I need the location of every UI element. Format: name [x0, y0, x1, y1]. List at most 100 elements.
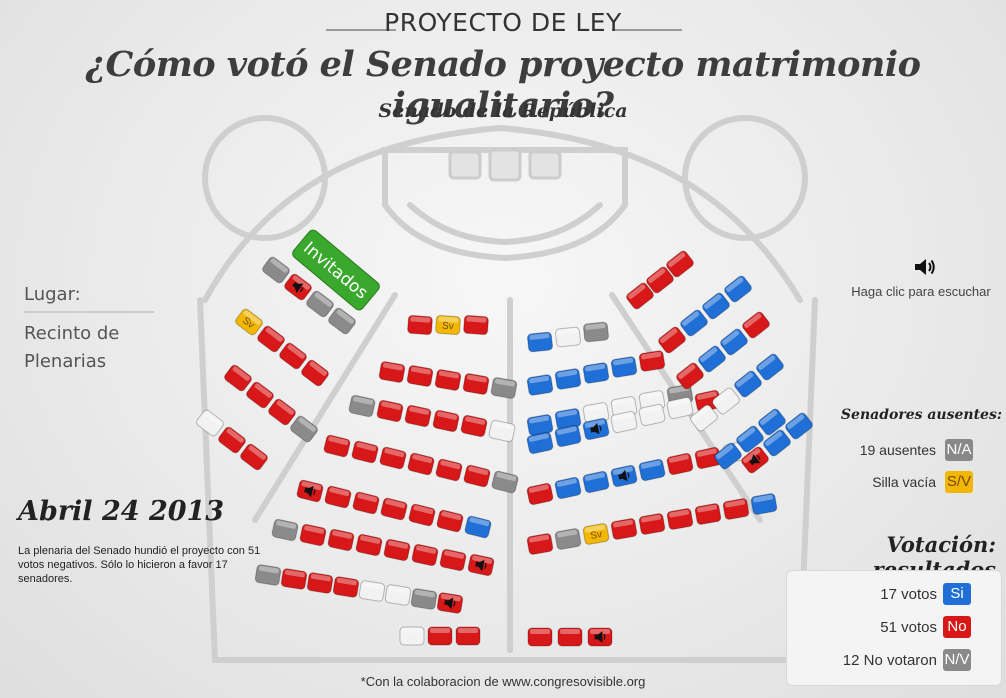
- seat: [638, 458, 666, 482]
- seat: [526, 482, 554, 506]
- seat: [436, 509, 464, 533]
- kicker-rule-right: [612, 29, 682, 31]
- speaker-icon: [618, 469, 630, 482]
- seat: [379, 446, 407, 470]
- seat: [610, 356, 638, 378]
- seat[interactable]: [283, 273, 313, 302]
- seat: [554, 528, 582, 550]
- seat: [323, 434, 351, 458]
- seat: [736, 425, 764, 453]
- seat: [666, 452, 694, 476]
- seat: [582, 402, 610, 424]
- seat: [384, 584, 412, 606]
- seat: [351, 440, 379, 464]
- invited-block: Invitados: [292, 229, 380, 311]
- seat: [301, 359, 329, 387]
- seat: [407, 452, 435, 476]
- seat[interactable]: [587, 627, 613, 647]
- seat: [490, 377, 518, 399]
- seat: [734, 370, 762, 398]
- badge-nv: N/V: [943, 649, 971, 671]
- speaker-icon[interactable]: [914, 258, 936, 276]
- speaker-icon: [444, 597, 456, 610]
- page-subtitle: Senado de la República: [378, 100, 628, 122]
- seat: [427, 626, 453, 646]
- badge-no: No: [943, 616, 971, 638]
- seat: [758, 408, 786, 436]
- seat: [583, 321, 609, 343]
- seat: [722, 498, 750, 520]
- seat: [694, 446, 722, 470]
- seat: [658, 326, 686, 354]
- listen-label[interactable]: Haga clic para escuchar: [851, 284, 991, 299]
- kicker-rule-left: [326, 29, 396, 31]
- place-label: Lugar:: [24, 284, 81, 305]
- seat[interactable]: [582, 417, 610, 441]
- seat: [750, 493, 778, 515]
- seat: [626, 282, 654, 310]
- place-divider: [24, 311, 154, 313]
- seat: [756, 353, 784, 381]
- seat: [306, 572, 334, 594]
- absent-count: 19 ausentes: [859, 442, 936, 458]
- page-title: ¿Cómo votó el Senado proyecto matrimonio…: [85, 44, 921, 126]
- seat: Sv: [582, 523, 610, 545]
- seat: [327, 528, 355, 552]
- seat[interactable]: [467, 553, 495, 577]
- seat: [455, 626, 481, 646]
- seat[interactable]: [436, 592, 464, 614]
- seat: [411, 543, 439, 567]
- seat: [271, 518, 299, 542]
- vote-description: La plenaria del Senado hundió el proyect…: [18, 545, 261, 585]
- seat: [666, 396, 694, 420]
- seat: [262, 256, 290, 284]
- seat: [246, 381, 274, 409]
- seat: [526, 374, 554, 396]
- seat: [224, 364, 252, 392]
- seat: [690, 404, 718, 432]
- seat: [408, 503, 436, 527]
- credit-note: *Con la colaboracion de www.congresovisi…: [360, 674, 646, 689]
- seat: [462, 373, 490, 395]
- seat: [610, 410, 638, 434]
- seat: [348, 394, 376, 418]
- seat: [698, 345, 726, 373]
- seat: [638, 350, 666, 372]
- seat: [676, 362, 704, 390]
- seat: [324, 485, 352, 509]
- seat: [460, 414, 488, 438]
- seat: [526, 431, 554, 455]
- seat[interactable]: [610, 464, 638, 488]
- speaker-icon: [749, 453, 761, 466]
- seat: [399, 626, 425, 646]
- seat: [555, 326, 581, 348]
- place-value: Recinto de Plenarias: [24, 323, 120, 372]
- seat: [638, 403, 666, 427]
- seat: [638, 513, 666, 535]
- seat: [702, 292, 730, 320]
- seat-sv-label: Sv: [442, 321, 454, 333]
- seat: [488, 419, 516, 443]
- seat: [279, 342, 307, 370]
- seat: [582, 470, 610, 494]
- result-no-count: 51 votos: [880, 619, 937, 636]
- absent-title: Senadores ausentes:: [840, 407, 1002, 423]
- speaker-icon: [594, 631, 606, 643]
- seat: [582, 362, 610, 384]
- seat: [432, 409, 460, 433]
- seat: [196, 409, 224, 437]
- seat: [406, 365, 434, 387]
- seat[interactable]: [296, 479, 324, 503]
- seat: [610, 518, 638, 540]
- seat: [378, 361, 406, 383]
- seating-layout: Sv Sv Sv: [196, 250, 813, 647]
- seat[interactable]: [740, 446, 770, 475]
- seat: [280, 568, 308, 590]
- seat: [332, 576, 360, 598]
- seat: [720, 328, 748, 356]
- result-novote-count: 12 No votaron: [842, 652, 937, 669]
- seat: [240, 443, 268, 471]
- kicker: PROYECTO DE LEY: [384, 8, 622, 37]
